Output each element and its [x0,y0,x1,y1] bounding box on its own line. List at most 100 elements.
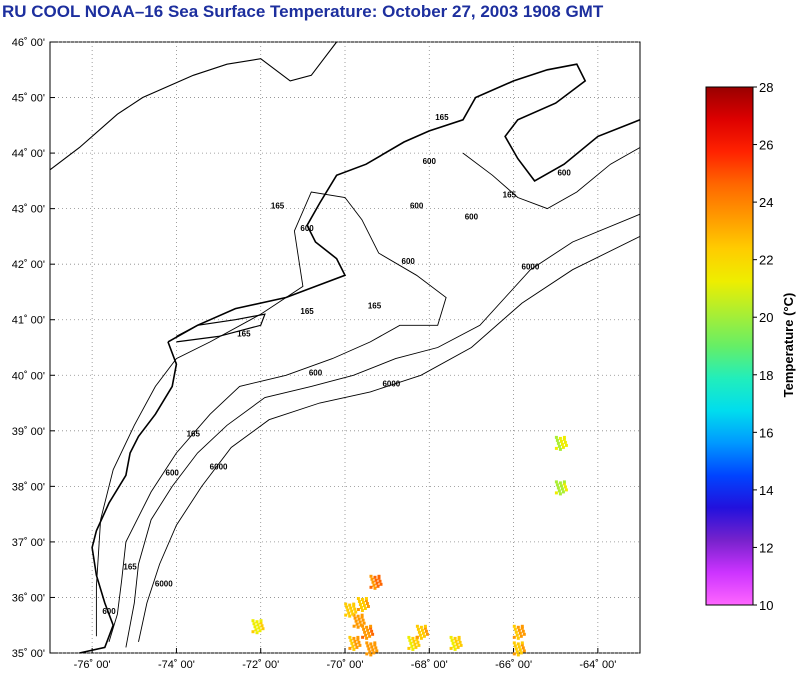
sst-pixel [453,647,457,651]
sst-pixel [346,608,350,612]
sst-pixel [564,443,568,447]
sst-pixel [377,574,381,578]
sst-pixel [373,643,377,647]
sst-pixel [512,652,516,656]
sst-pixel [459,643,463,647]
lat-tick-label: 36˚ 00' [12,592,45,604]
sst-pixel [559,484,563,488]
sst-pixel [366,644,370,648]
colorbar-tick-label: 24 [759,195,773,210]
lat-tick-label: 42˚ 00' [12,259,45,271]
lon-tick-label: -72˚ 00' [242,659,279,671]
sst-pixel [425,632,429,636]
sst-pixel [453,636,457,640]
sst-pixel [360,609,364,612]
sst-pixel [255,620,259,624]
sst-pixel [259,619,263,623]
contour-label: 165 [435,113,449,122]
lat-tick-label: 39˚ 00' [12,426,45,438]
sst-pixel [365,652,369,656]
sst-pixel [365,625,369,629]
sst-pixel [373,641,377,645]
sst-pixel [378,579,382,583]
sst-pixel [379,582,383,586]
sst-pixel [254,628,258,632]
sst-pixel [417,643,421,647]
contour-labels: 165 165 165 165 165 165 165 165 600 600 600 600 600 6… [102,113,571,616]
sst-pixel [251,619,255,623]
sst-pixel [516,625,520,629]
sst-pixel [562,437,566,441]
sst-pixel [456,645,460,649]
colorbar-tick-label: 12 [759,540,773,555]
lon-tick-label: -66˚ 00' [495,659,532,671]
sst-pixels [251,435,568,657]
sst-pixel [564,488,568,492]
coastline-segment [176,313,266,343]
colorbar-tick-label: 14 [759,483,773,498]
sst-pixel [515,650,519,654]
sst-pixel [520,624,524,628]
temperature-colorbar: 28 26 24 22 20 18 16 14 12 10 Temperature (°C) [705,80,796,613]
sst-pixel [423,626,427,630]
sst-pixel [358,603,362,606]
lat-tick-label: 43˚ 00' [12,204,45,216]
sst-pixel [419,625,423,629]
sst-pixel [419,636,423,640]
contour-label: 6000 [382,379,400,388]
contour-label: 600 [465,213,479,222]
sst-pixel [357,600,361,603]
lat-tick-label: 45˚ 00' [12,93,45,105]
bathymetry-contours [95,147,641,648]
sst-pixel [407,635,411,639]
sst-pixel [418,633,422,637]
sst-pixel [377,576,381,580]
sst-pixel [354,610,358,614]
sst-pixel [454,639,458,643]
sst-pixel [554,480,558,484]
sst-pixel [369,653,373,657]
sst-pixel [512,635,516,639]
sst-pixel [351,644,355,648]
sst-pixel [558,447,562,451]
sst-pixel [562,480,566,484]
sst-pixel [562,482,566,486]
sst-pixel [256,623,260,627]
lon-tick-label: -64˚ 00' [579,659,616,671]
sst-pixel [362,621,366,625]
sst-pixel [369,585,373,589]
sst-pixel [370,629,374,633]
sst-pixel [554,446,558,450]
lat-tick-label: 46˚ 00' [12,37,45,49]
lat-tick-label: 44˚ 00' [12,148,45,160]
isobath-600 [125,213,641,648]
sst-pixel [517,645,521,649]
sst-pixel [370,577,374,581]
sst-pixel [512,641,516,645]
sst-pixel [452,644,456,648]
sst-pixel [376,584,380,588]
contour-label: 600 [402,257,416,266]
colorbar-title: Temperature (°C) [781,293,796,398]
sst-pixel [409,641,413,645]
sst-pixel [369,642,373,646]
contour-label: 600 [557,168,571,177]
contour-label: 600 [423,157,437,166]
sst-pixel [375,581,379,585]
contour-label: 600 [102,607,116,616]
lat-tick-label: 35˚ 00' [12,648,45,660]
sst-pixel [257,626,261,630]
sst-pixel [365,602,369,605]
sst-pixel [554,435,558,439]
sst-pixel [347,611,351,615]
lon-tick-label: -68˚ 00' [411,659,448,671]
sst-pixel [415,637,419,641]
map-plot-area[interactable] [49,41,641,654]
sst-pixel [369,626,373,630]
sst-pixel [348,646,352,650]
sst-pixel [364,633,368,637]
sst-pixel [349,606,353,610]
sst-pixel [364,597,368,600]
sst-pixel [374,646,378,650]
sst-pixel [417,630,421,634]
